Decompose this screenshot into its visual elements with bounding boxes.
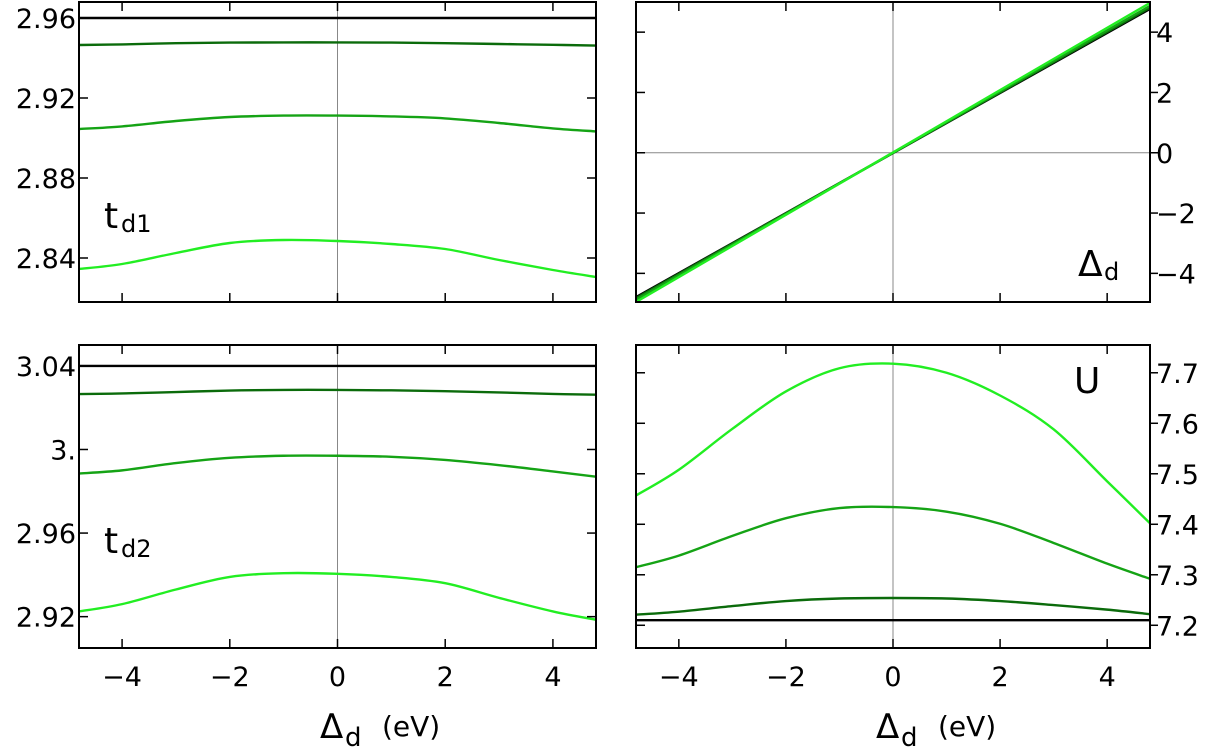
x-tick-label: 2 [991,662,1008,693]
series-line-4 [636,2,1150,302]
series-line-2 [79,41,596,47]
x-axis-label-sub: d [901,723,918,748]
panel-label-subscript: d1 [121,210,152,238]
y-tick-label: 0 [1156,139,1173,170]
y-tick-label: 7.6 [1156,409,1199,440]
y-tick-label: 4 [1156,18,1173,49]
y-tick-label: 2 [1156,78,1173,109]
series-line-4 [636,362,1150,525]
x-tick-label: 2 [437,662,454,693]
y-tick-label: 2.96 [16,4,76,35]
series-group [636,2,1150,302]
x-axis-label-main: Δ [876,707,899,747]
x-tick-label: −2 [210,662,250,693]
panel-label: t [104,521,118,562]
x-axis-label-main: Δ [320,707,343,747]
y-tick-label: 7.4 [1156,510,1199,541]
panel-t-d1: 2.84 2.88 2.92 2.96 t d1 [16,1,597,303]
y-tick-label: −4 [1156,259,1196,290]
panel-label: Δ [1078,244,1103,285]
x-axis-label-sub: d [345,723,362,748]
panel-delta-d: −4 −2 0 2 4 Δ d [635,1,1196,303]
x-tick-label: 0 [329,662,346,693]
x-tick-label: 4 [1099,662,1116,693]
series-line-3 [79,114,596,133]
x-tick-label: −2 [766,662,806,693]
x-tick-label: −4 [659,662,699,693]
series-line-4 [79,238,596,279]
series-group [636,362,1150,622]
y-tick-label: 7.3 [1156,561,1199,592]
y-tick-label: 3.04 [16,352,76,383]
x-axis-label-unit: (eV) [938,710,996,743]
series-line-2 [79,388,596,396]
series-group [79,16,596,279]
x-axis-label-unit: (eV) [382,710,440,743]
panel-u: −4 −2 0 2 4 7.2 7.3 7.4 7.5 7.6 7.7 U [635,344,1199,693]
x-axis-label-left: Δ d (eV) [320,707,440,748]
series-line-3 [79,454,596,478]
y-tick-label: 7.5 [1156,460,1199,491]
y-tick-label: 2.96 [16,519,76,550]
series-line-2 [636,596,1150,616]
y-tick-label: 2.92 [16,603,76,634]
series-line-4 [79,571,596,621]
x-axis-label-right: Δ d (eV) [876,707,996,748]
y-tick-label: 3. [50,435,76,466]
x-tick-label: 4 [544,662,561,693]
panel-label-subscript: d [1104,258,1119,286]
x-tick-label: −4 [102,662,142,693]
y-tick-label: 7.2 [1156,611,1199,642]
y-tick-label: −2 [1156,199,1196,230]
panel-label-subscript: d2 [121,535,152,563]
panel-label: t [104,196,118,237]
y-tick-label: 2.88 [16,164,76,195]
y-tick-label: 7.7 [1156,359,1199,390]
series-group [79,364,596,621]
panel-t-d2: −4 −2 0 2 4 2.92 2.96 3. 3.04 t d2 [16,344,597,693]
y-tick-label: 2.84 [16,244,76,275]
series-line-3 [636,505,1150,580]
y-tick-label: 2.92 [16,84,76,115]
panel-label: U [1074,361,1100,402]
x-tick-label: 0 [884,662,901,693]
